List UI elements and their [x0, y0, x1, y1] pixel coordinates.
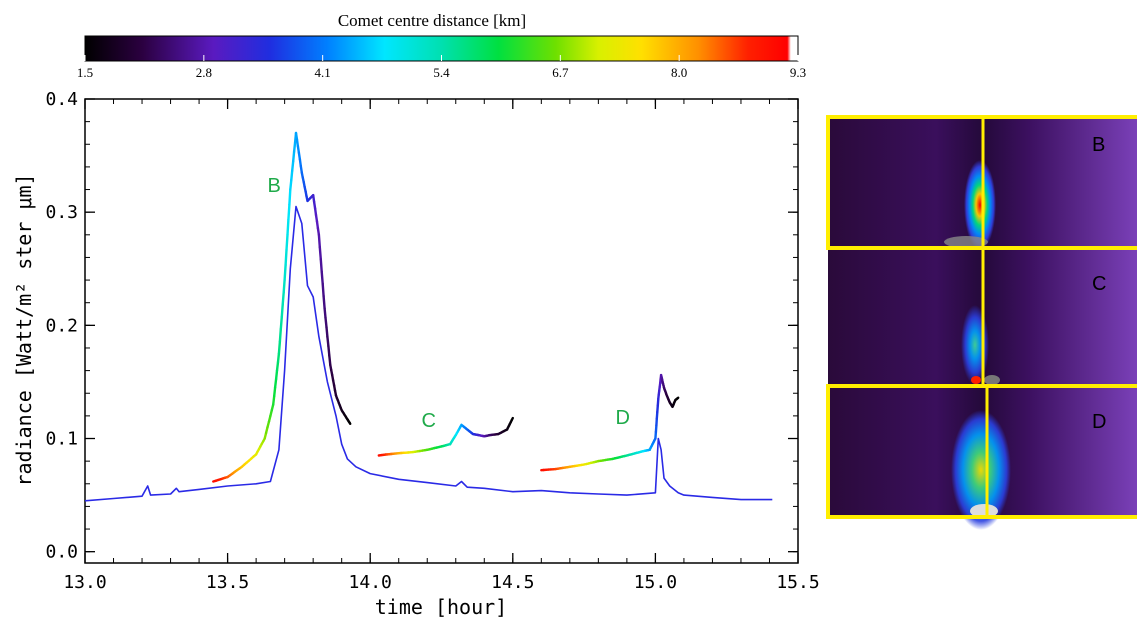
y-tick-label: 0.0: [45, 542, 78, 563]
panel-d-plume: [951, 410, 1011, 530]
baseline-series: [84, 205, 773, 502]
series-b: [212, 131, 352, 483]
x-tick-label: 13.5: [206, 572, 249, 593]
colorbar: Comet centre distance [km] 1.5 2.8 4.1 5.4 6…: [77, 11, 806, 80]
series-segment: [285, 233, 289, 252]
panel-d-nucleus: [970, 504, 998, 518]
y-axis-label: radiance [Watt/m² ster μm]: [12, 173, 36, 486]
x-tick-label: 14.5: [491, 572, 534, 593]
x-tick-label: 13.0: [63, 572, 106, 593]
panel-c-nucleus: [984, 375, 1000, 385]
series-segment: [320, 270, 324, 285]
series-segment: [318, 245, 322, 261]
series-segment: [327, 344, 331, 357]
colorbar-tick-label: 1.5: [77, 65, 93, 80]
plot-area: 13.0 13.5 14.0 14.5 15.0 15.5 0.0 0.1 0.2 0.3 0.4…: [12, 89, 820, 619]
axis-ticks: [84, 98, 799, 563]
series-segment: [291, 159, 295, 172]
series-segment: [290, 169, 294, 182]
series-segment: [325, 326, 329, 338]
x-tick-labels: 13.0 13.5 14.0 14.5 15.0 15.5: [63, 572, 819, 593]
panel-d: D: [828, 388, 1137, 530]
image-panels: B C D: [826, 115, 1137, 530]
panel-c-hotspot: [971, 376, 981, 384]
series-segment: [275, 360, 280, 372]
series-segment: [321, 282, 325, 298]
colorbar-tick-label: 9.3: [790, 65, 806, 80]
panel-d-label: D: [1092, 411, 1106, 433]
series-segment: [326, 335, 330, 348]
colorbar-tick-label: 8.0: [671, 65, 687, 80]
panel-c-label: C: [1092, 273, 1106, 295]
series-segment: [286, 218, 290, 237]
series-segment: [317, 233, 321, 249]
series-segment: [280, 303, 284, 319]
series-segment: [283, 263, 287, 282]
series-segment: [287, 203, 291, 221]
panel-b-label: B: [1092, 134, 1105, 156]
x-tick-label: 15.5: [776, 572, 819, 593]
colorbar-tick-label: 2.8: [196, 65, 212, 80]
series-segment: [288, 188, 292, 206]
colorbar-title: Comet centre distance [km]: [338, 11, 526, 30]
plot-frame: [84, 98, 799, 564]
y-tick-label: 0.4: [45, 89, 78, 110]
series-segment: [328, 354, 332, 367]
colorbar-tick-label: 5.4: [433, 65, 450, 80]
series-d: [540, 373, 680, 472]
annotation-b: B: [268, 175, 281, 197]
series-segment: [273, 386, 277, 398]
x-axis-label: time [hour]: [375, 595, 507, 619]
series-segment: [274, 369, 279, 381]
panel-c-plume: [961, 305, 989, 385]
series-segment: [323, 307, 327, 319]
series-segment: [284, 248, 288, 267]
series-segment: [273, 377, 278, 389]
series-segment: [279, 315, 283, 331]
series-segment: [322, 294, 326, 310]
series-segment: [510, 416, 514, 422]
series-segment: [324, 316, 328, 329]
colorbar-tick-label: 6.7: [552, 65, 569, 80]
y-tick-label: 0.1: [45, 429, 78, 450]
series-segment: [277, 340, 282, 355]
series-segment: [282, 278, 286, 294]
annotation-c: C: [422, 410, 436, 432]
series-segment: [278, 327, 282, 343]
data-lines: [84, 131, 773, 502]
series-segment: [272, 394, 276, 406]
panel-b-nucleus: [944, 236, 988, 248]
colorbar-ticks: 1.5 2.8 4.1 5.4 6.7 8.0 9.3: [77, 55, 806, 80]
series-segment: [319, 258, 323, 273]
y-tick-label: 0.3: [45, 202, 78, 223]
series-segment: [292, 141, 297, 154]
x-tick-label: 14.0: [349, 572, 392, 593]
colorbar-tick-label: 4.1: [315, 65, 331, 80]
series-segment: [276, 352, 281, 364]
y-tick-labels: 0.0 0.1 0.2 0.3 0.4: [45, 89, 78, 563]
panel-frames: [826, 115, 1137, 519]
panel-b-plume: [964, 160, 996, 250]
series-segment: [289, 178, 293, 191]
annotations: B C D: [268, 175, 630, 432]
y-tick-label: 0.2: [45, 315, 78, 336]
series-segment: [281, 291, 285, 306]
annotation-d: D: [615, 407, 629, 429]
series-segment: [292, 150, 296, 163]
x-tick-label: 15.0: [634, 572, 677, 593]
series-c: [377, 416, 514, 457]
